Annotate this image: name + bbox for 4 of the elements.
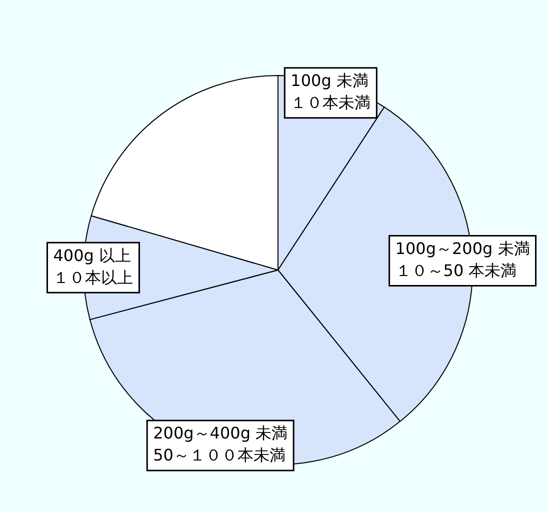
slice-label: 200g～400g 未満50～１００本未満 xyxy=(153,424,288,465)
slice-label: 100g 未満１０本未満 xyxy=(290,71,371,112)
slice-label: 400g 以上１０本以上 xyxy=(53,246,134,287)
slice-label: 100g～200g 未満１０～50 本未満 xyxy=(395,238,530,280)
